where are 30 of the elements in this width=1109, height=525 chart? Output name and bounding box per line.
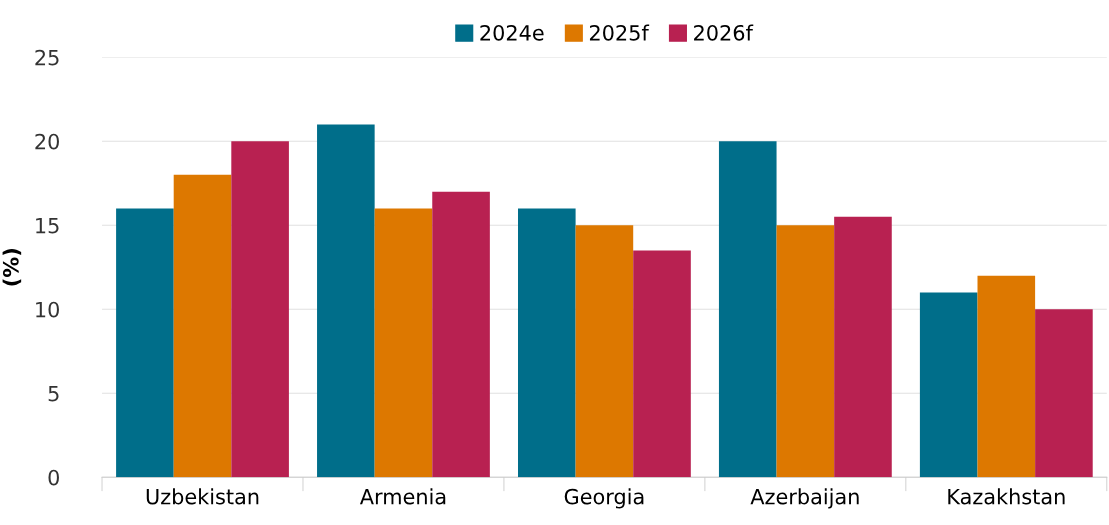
y-tick-label: 15: [36, 217, 59, 234]
y-tick-label: 20: [35, 133, 59, 150]
bar: [718, 141, 777, 478]
bar: [317, 124, 375, 478]
bar: [633, 250, 691, 478]
bar: [1035, 309, 1093, 478]
bar: [575, 225, 634, 478]
x-tick-label: Kazakhstan: [948, 488, 1065, 505]
y-tick-label: 5: [48, 385, 59, 402]
x-tick-label: Armenia: [359, 488, 446, 505]
x-tick-label: Azerbaijan: [750, 488, 859, 509]
bar: [432, 191, 490, 478]
bar: [977, 275, 1036, 478]
y-tick-label: 25: [35, 49, 59, 66]
bar: [834, 216, 892, 478]
bar: [116, 208, 174, 478]
x-tick-label: Georgia: [564, 488, 644, 509]
legend-label: 2025f: [589, 24, 650, 41]
y-axis-title: (%): [2, 249, 22, 286]
bar: [518, 208, 576, 478]
legend-label: 2026f: [694, 24, 754, 41]
bar: [231, 141, 289, 478]
bar: [919, 292, 978, 478]
y-tick-label: 0: [48, 469, 59, 486]
y-tick-label: 10: [36, 301, 59, 318]
legend-label: 2024e: [480, 24, 544, 41]
bar: [173, 174, 232, 478]
x-tick-label: Uzbekistan: [146, 488, 259, 505]
bar: [776, 225, 835, 478]
bar: [374, 208, 433, 478]
